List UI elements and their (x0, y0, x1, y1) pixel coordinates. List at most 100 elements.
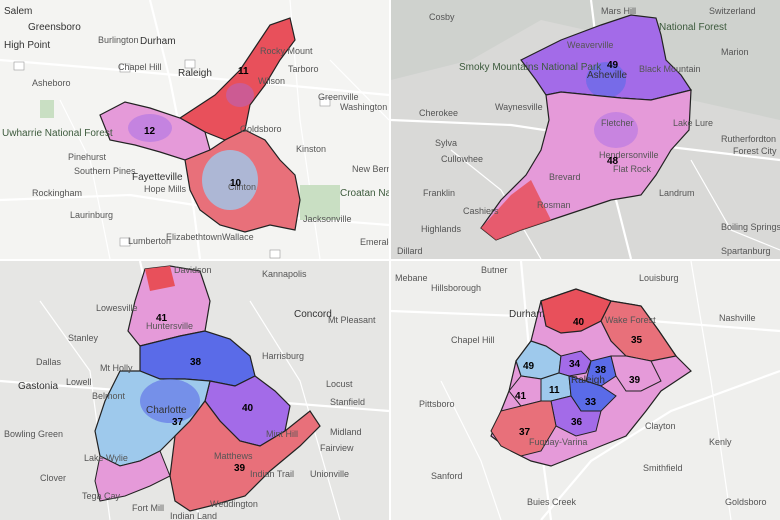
place-label: Black Mountain (639, 64, 701, 74)
place-label: Louisburg (639, 273, 679, 283)
district-37[interactable] (490, 400, 557, 457)
place-label: Waynesville (495, 102, 543, 112)
place-label: Cullowhee (441, 154, 483, 164)
district-label: 49 (607, 60, 619, 71)
place-label: Durham (509, 309, 545, 320)
place-label: Jacksonville (303, 214, 352, 224)
place-label: Cherokee (419, 108, 458, 118)
place-label: Greensboro (28, 22, 81, 33)
district-39[interactable] (610, 355, 662, 392)
place-label: Forest City (733, 146, 777, 156)
place-label: Tega Cay (82, 491, 121, 501)
place-label: Lowesville (96, 303, 138, 313)
district-label: 38 (190, 357, 202, 368)
district-36[interactable] (550, 395, 602, 437)
place-label: Emerald (360, 237, 389, 247)
place-label: Franklin (423, 188, 455, 198)
place-label: Lake Wylie (84, 453, 128, 463)
place-label: Nashville (719, 313, 756, 323)
place-label: Dillard (397, 246, 423, 256)
place-label: Flat Rock (613, 164, 652, 174)
place-label: National Forest (659, 22, 727, 33)
map-west-svg: Mars Hill Switzerland Cosby Smoky Mounta… (391, 0, 780, 259)
district-label: 49 (523, 361, 535, 372)
place-label: Fayetteville (132, 172, 183, 183)
place-label: Greenville (318, 92, 359, 102)
district-12-subarea (128, 114, 172, 142)
place-label: Gastonia (18, 381, 58, 392)
map-panel-charlotte[interactable]: Davidson Kannapolis Lowesville Huntersvi… (0, 261, 389, 520)
place-label: Chapel Hill (451, 335, 495, 345)
place-label: Raleigh (571, 375, 605, 386)
forest-area (40, 100, 54, 118)
place-label: Fairview (320, 443, 354, 453)
place-label: Boiling Springs (721, 222, 780, 232)
district-10-subarea (202, 150, 258, 210)
place-label: Weddington (210, 499, 258, 509)
district-38[interactable] (585, 355, 617, 387)
place-label: Stanfield (330, 397, 365, 407)
place-label: Asheboro (32, 78, 71, 88)
district-label: 11 (238, 66, 249, 77)
district-label: 34 (569, 359, 581, 370)
place-label: Raleigh (178, 68, 212, 79)
place-label: Bowling Green (4, 429, 63, 439)
place-label: Sylva (435, 138, 457, 148)
place-label: Pinehurst (68, 152, 107, 162)
place-label: Marion (721, 47, 749, 57)
place-label: Wallace (222, 232, 254, 242)
place-label: Sanford (431, 471, 463, 481)
place-label: Laurinburg (70, 210, 113, 220)
place-label: Belmont (92, 391, 126, 401)
place-label: Kannapolis (262, 269, 307, 279)
district-label: 40 (573, 317, 585, 328)
place-label: Goldsboro (240, 124, 282, 134)
place-label: New Bern (352, 164, 389, 174)
district-37-subarea (140, 379, 200, 423)
district-37-south (94, 450, 171, 502)
district-label: 10 (230, 178, 242, 189)
map-panel-west[interactable]: Mars Hill Switzerland Cosby Smoky Mounta… (391, 0, 780, 259)
district-label: 38 (595, 365, 607, 376)
place-label: Highlands (421, 224, 462, 234)
district-40[interactable] (540, 288, 612, 334)
place-label: Rockingham (32, 188, 82, 198)
place-label: Mint Hill (266, 429, 298, 439)
place-label: Cashiers (463, 206, 499, 216)
place-label: Wake Forest (605, 315, 656, 325)
district-label: 40 (242, 403, 254, 414)
place-label: Indian Trail (250, 469, 294, 479)
place-label: Mt Holly (100, 363, 133, 373)
district-48-subarea (594, 112, 638, 148)
place-label: Hillsborough (431, 283, 481, 293)
place-label: Hope Mills (144, 184, 187, 194)
place-label: Stanley (68, 333, 99, 343)
district-39[interactable] (169, 400, 321, 512)
place-label: Mebane (395, 273, 428, 283)
district-label: 37 (172, 417, 184, 428)
place-label: Tarboro (288, 64, 319, 74)
place-label: Davidson (174, 265, 212, 275)
district-49-subarea (586, 62, 626, 98)
place-label: Landrum (659, 188, 695, 198)
place-label: Lumberton (128, 236, 171, 246)
place-label: Goldsboro (725, 497, 767, 507)
place-label: Asheville (587, 70, 627, 81)
place-label: Croatan National Forest (340, 188, 389, 199)
place-label: Smithfield (643, 463, 683, 473)
map-east-svg: Salem Greensboro High Point Burlington D… (0, 0, 389, 259)
place-label: Uwharrie National Forest (2, 128, 113, 139)
place-label: Rosman (537, 200, 571, 210)
district-11-subarea (226, 83, 254, 107)
place-label: Mt Pleasant (328, 315, 376, 325)
place-label: Harrisburg (262, 351, 304, 361)
place-label: Spartanburg (721, 246, 771, 256)
district-label: 48 (607, 156, 619, 167)
place-label: Clover (40, 473, 66, 483)
map-panel-east[interactable]: Salem Greensboro High Point Burlington D… (0, 0, 389, 259)
district-label: 35 (631, 335, 643, 346)
place-label: Matthews (214, 451, 253, 461)
place-label: Fuquay-Varina (529, 437, 587, 447)
map-panel-raleigh[interactable]: Butner Mebane Hillsborough Louisburg Dur… (391, 261, 780, 520)
